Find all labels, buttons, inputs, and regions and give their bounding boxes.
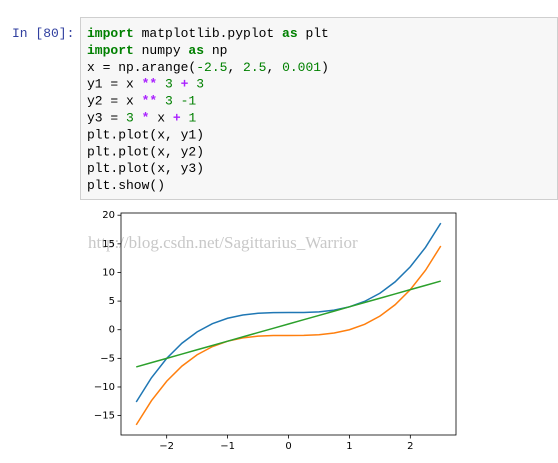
code-token: as <box>188 43 204 58</box>
code-token: y2 = x <box>87 94 142 109</box>
code-line: y2 = x ** 3 -1 <box>87 94 196 109</box>
code-token: x = np.arange( <box>87 60 196 75</box>
code-token: 3 <box>126 111 134 126</box>
code-token: -2.5 <box>196 60 227 75</box>
code-token: import <box>87 26 134 41</box>
y-tick-label: 10 <box>102 267 115 278</box>
code-token <box>134 111 142 126</box>
y-tick-label: 0 <box>109 325 115 336</box>
watermark: http://blog.csdn.net/Sagittarius_Warrior <box>88 233 358 252</box>
x-tick-label: −1 <box>220 441 235 452</box>
code-token: y1 = x <box>87 77 142 92</box>
y-tick-label: −10 <box>94 382 115 393</box>
x-tick-label: 1 <box>346 441 352 452</box>
code-token: * <box>142 111 150 126</box>
chart: http://blog.csdn.net/Sagittarius_Warrior… <box>88 210 457 452</box>
code-token: plt.plot(x, y3) <box>87 161 204 176</box>
x-tick-label: 0 <box>285 441 291 452</box>
code-token: plt.show() <box>87 178 165 193</box>
code-line: plt.plot(x, y1) <box>87 127 204 142</box>
line-series <box>135 222 442 403</box>
code-token: + <box>181 77 189 92</box>
code-token: y3 = <box>87 111 126 126</box>
code-token: 1 <box>188 111 196 126</box>
code-line: plt.plot(x, y3) <box>87 161 204 176</box>
code-line: import matplotlib.pyplot as plt <box>87 26 329 41</box>
code-line: y1 = x ** 3 + 3 <box>87 77 204 92</box>
code-token: np <box>204 43 227 58</box>
code-token: ) <box>321 60 329 75</box>
code-token: ** <box>142 77 158 92</box>
code-token: 3 <box>165 77 173 92</box>
x-tick-label: 2 <box>407 441 413 452</box>
y-tick-label: −5 <box>100 353 115 364</box>
code-token <box>188 77 196 92</box>
code-token: 0.001 <box>282 60 321 75</box>
x-tick-label: −2 <box>159 441 174 452</box>
y-tick-label: −15 <box>94 411 115 422</box>
code-line: y3 = 3 * x + 1 <box>87 111 196 126</box>
code-token: plt <box>298 26 329 41</box>
code-token: plt.plot(x, y1) <box>87 127 204 142</box>
line-series <box>136 280 441 368</box>
code-token: 2.5 <box>243 60 266 75</box>
code-token: 3 -1 <box>165 94 196 109</box>
code-token: import <box>87 43 134 58</box>
code-line: plt.show() <box>87 178 165 193</box>
code-token: , <box>227 60 243 75</box>
code-token: + <box>173 111 181 126</box>
code-token: x <box>149 111 172 126</box>
code-line: import numpy as np <box>87 43 227 58</box>
code-token <box>181 111 189 126</box>
code-box <box>80 17 558 200</box>
code-line: plt.plot(x, y2) <box>87 144 204 159</box>
code-token <box>157 94 165 109</box>
y-tick-label: 20 <box>102 210 115 221</box>
code-token: 3 <box>196 77 204 92</box>
code-token: matplotlib.pyplot <box>134 26 282 41</box>
code-token: numpy <box>134 43 189 58</box>
code-token <box>157 77 165 92</box>
y-tick-label: 15 <box>102 239 115 250</box>
code-token: as <box>282 26 298 41</box>
code-token: , <box>266 60 282 75</box>
y-tick-label: 5 <box>109 296 115 307</box>
line-series <box>135 245 442 426</box>
code-token <box>173 77 181 92</box>
code-token: ** <box>142 94 158 109</box>
code-line: x = np.arange(-2.5, 2.5, 0.001) <box>87 60 329 75</box>
cell-prompt: In [80]: <box>12 26 74 41</box>
code-token: plt.plot(x, y2) <box>87 144 204 159</box>
